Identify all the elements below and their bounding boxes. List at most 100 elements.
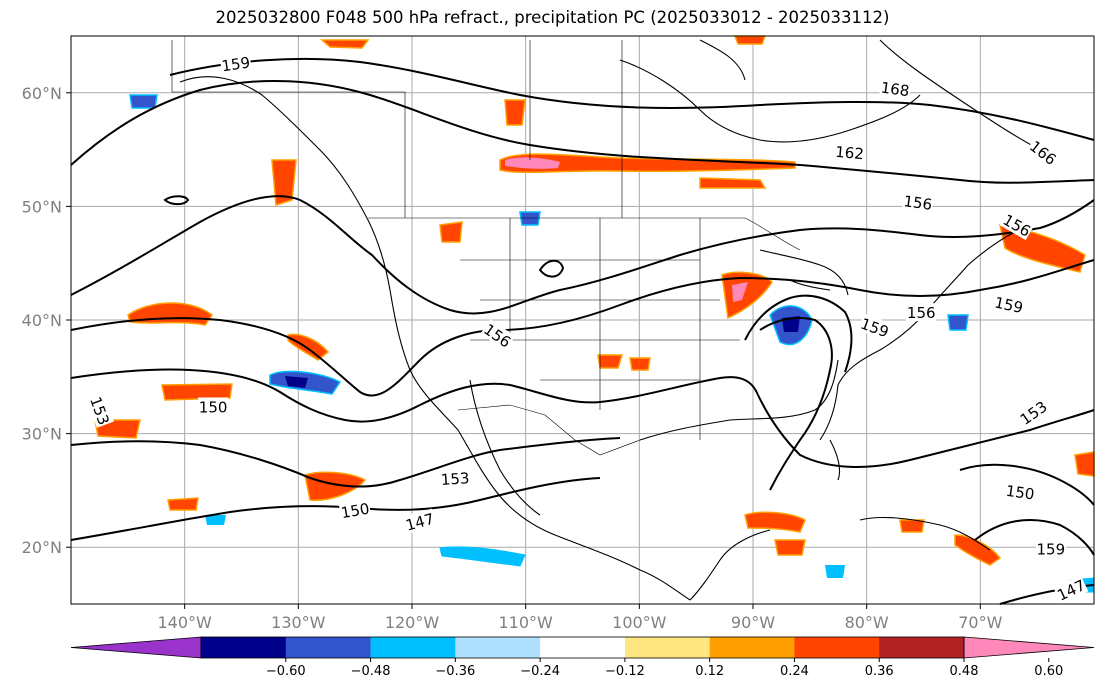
precip-negative xyxy=(947,314,969,331)
contour-label-bg xyxy=(857,313,893,341)
colorbar-tick-label: 0.36 xyxy=(865,664,894,679)
precip-patch xyxy=(504,99,526,126)
colorbar-under-extension xyxy=(70,636,202,659)
precip-negative-core xyxy=(285,376,308,388)
contour-label-bg xyxy=(999,209,1035,241)
contour-label-bg xyxy=(906,303,937,322)
contour-150 xyxy=(70,437,621,488)
colorbar-segment xyxy=(624,637,711,658)
lon-tick-label: 90°W xyxy=(731,613,775,632)
precip-patch xyxy=(167,497,199,511)
contour-label-bg xyxy=(1026,135,1061,169)
contour-label: 150 xyxy=(199,398,228,416)
precip-patch xyxy=(597,354,624,369)
contour-trough-inner xyxy=(744,294,853,373)
coastlines xyxy=(179,39,1051,601)
arctic-coast xyxy=(699,39,1051,156)
precip-patch xyxy=(320,39,370,49)
contour-label-group: 150 xyxy=(338,498,372,522)
contour-label-bg xyxy=(439,468,471,489)
contour-label: 168 xyxy=(880,78,911,100)
province-borders xyxy=(529,40,623,218)
lat-tick-label: 20°N xyxy=(22,538,62,557)
contour-label: 150 xyxy=(1005,482,1036,504)
contour-label-group: 162 xyxy=(833,141,866,163)
hudson-bay xyxy=(619,59,921,143)
contour-label: 156 xyxy=(907,304,936,322)
colorbar-segment xyxy=(285,637,372,658)
yucatan-coast xyxy=(689,529,771,601)
closed-contour xyxy=(163,195,190,206)
precip-patch xyxy=(304,471,367,501)
precipitation-shading xyxy=(94,35,1095,593)
contour-162 xyxy=(70,79,1095,184)
closed-contour xyxy=(538,259,565,278)
us-canada-border xyxy=(368,217,801,251)
precip-patch xyxy=(94,419,141,439)
contour-label: 162 xyxy=(835,143,865,163)
contour-label-group: 156 xyxy=(901,191,935,214)
contour-label-bg xyxy=(833,141,866,163)
colorbar: −0.60 −0.48 −0.36 −0.24 −0.12 0.12 0.24 0.36 0.4… xyxy=(70,636,1095,679)
precip-patch xyxy=(629,357,651,371)
colorbar-segment xyxy=(455,637,541,658)
precip-patch xyxy=(774,539,806,556)
lon-tick-label: 140°W xyxy=(157,613,212,632)
contour-label: 156 xyxy=(902,192,933,214)
precip-patch xyxy=(439,221,463,243)
baja-coast xyxy=(469,379,541,516)
colorbar-tick-label: −0.60 xyxy=(266,664,306,679)
colorbar-segment xyxy=(879,637,965,658)
contour-label-bg xyxy=(901,191,935,214)
precip-patch-caribbean xyxy=(744,511,806,533)
lat-tick-label: 50°N xyxy=(22,197,62,216)
contour-150-east xyxy=(959,463,1095,506)
contour-label-group: 159 xyxy=(1035,539,1066,558)
contour-153 xyxy=(70,368,759,423)
precip-patch-pacific xyxy=(287,333,330,361)
east-coast xyxy=(819,224,1031,441)
contour-label: 159 xyxy=(1036,540,1065,558)
axis-ticks: 140°W 130°W 120°W 110°W 100°W 90°W 80°W 70°W 20°… xyxy=(22,84,1003,632)
precip-patch xyxy=(1074,451,1095,477)
lon-tick-label: 110°W xyxy=(498,613,553,632)
gulf-coast xyxy=(639,359,839,441)
contour-153-east xyxy=(757,394,1095,468)
us-state-borders xyxy=(460,218,740,440)
contour-159 xyxy=(70,259,1095,397)
contour-label-bg xyxy=(86,393,114,428)
colorbar-segment xyxy=(370,637,456,658)
colorbar-over-extension xyxy=(963,636,1095,659)
precip-patch-midwest xyxy=(721,271,773,320)
contour-label-group: 153 xyxy=(439,468,471,489)
contour-168 xyxy=(169,57,1095,141)
contour-label-group: 159 xyxy=(992,292,1026,317)
lat-tick-label: 60°N xyxy=(22,84,62,103)
us-mexico-border xyxy=(457,404,641,456)
contour-label-bg xyxy=(338,498,372,522)
colorbar-segment xyxy=(794,637,880,658)
contour-label-group: 156 xyxy=(906,303,937,322)
precip-patch xyxy=(733,35,767,45)
colorbar-tick-label: 0.12 xyxy=(695,664,724,679)
contour-label-bg xyxy=(992,292,1026,317)
colorbar-outline xyxy=(200,636,965,659)
lon-tick-label: 80°W xyxy=(845,613,889,632)
colorbar-tick-label: 0.48 xyxy=(950,664,979,679)
precip-patch xyxy=(899,519,925,533)
contour-label-group: 150 xyxy=(198,397,229,416)
colorbar-tick-label: −0.12 xyxy=(605,664,645,679)
contour-label: 153 xyxy=(440,469,470,489)
contour-159-east xyxy=(974,519,1095,556)
contour-156 xyxy=(70,195,1095,315)
precip-patch xyxy=(271,159,297,206)
colorbar-tick-label: −0.24 xyxy=(520,664,560,679)
alaska-yukon-border xyxy=(171,40,406,218)
colorbar-tick-label: −0.48 xyxy=(351,664,391,679)
lon-tick-label: 120°W xyxy=(385,613,440,632)
contour-label-group: 159 xyxy=(219,52,252,75)
contour-label-bg xyxy=(1035,539,1066,558)
contour-label: 159 xyxy=(220,53,251,75)
contour-label-bg xyxy=(1053,574,1089,604)
